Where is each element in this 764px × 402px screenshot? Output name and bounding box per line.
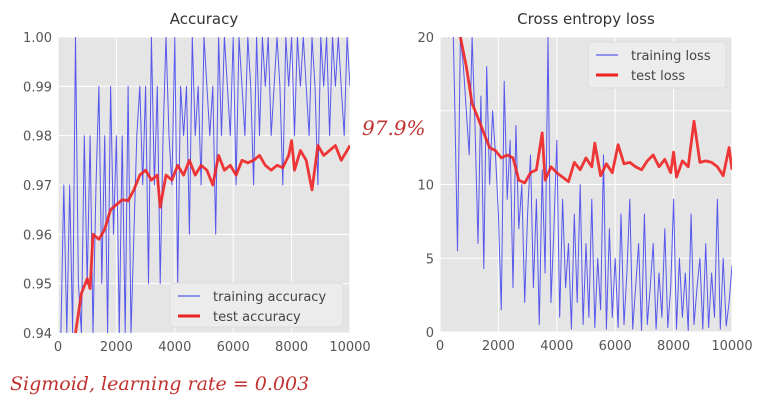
x-tick-label: 4000 xyxy=(158,340,191,355)
legend-label: training loss xyxy=(631,49,711,64)
x-tick-label: 8000 xyxy=(275,340,308,355)
legend-label: test loss xyxy=(631,69,685,84)
x-tick-label: 4000 xyxy=(540,339,573,354)
y-tick-label: 20 xyxy=(417,31,434,46)
y-tick-label: 0.97 xyxy=(23,179,52,194)
test-series-line xyxy=(459,37,732,185)
series-group xyxy=(448,37,732,331)
test-series-line xyxy=(74,139,350,333)
chart-title: Accuracy xyxy=(170,10,239,28)
y-tick-label: 0.96 xyxy=(23,228,52,243)
legend xyxy=(587,41,727,89)
y-tick-label: 1.00 xyxy=(23,31,52,46)
legend-label: test accuracy xyxy=(213,310,301,325)
x-tick-label: 6000 xyxy=(217,340,250,355)
y-tick-label: 0.98 xyxy=(23,130,52,145)
accuracy-chart: Accuracy 0 2000 4000 6000 8000 10000 0.94 0.95 0.… xyxy=(23,10,371,355)
x-tick-label: 2000 xyxy=(482,339,515,354)
training-series-line xyxy=(60,37,350,333)
y-tick-label: 10 xyxy=(417,179,434,194)
x-tick-label: 6000 xyxy=(599,339,632,354)
x-tick-label: 10000 xyxy=(711,339,752,354)
x-tick-label: 8000 xyxy=(657,339,690,354)
x-tick-label: 0 xyxy=(54,340,62,355)
y-tick-label: 0.94 xyxy=(23,327,52,342)
legend xyxy=(169,282,344,328)
series-group xyxy=(60,37,350,333)
loss-chart: Cross entropy loss 0 2000 4000 6000 8000 10000… xyxy=(417,10,752,354)
y-tick-label: 5 xyxy=(426,252,434,267)
caption-annotation: Sigmoid, learning rate = 0.003 xyxy=(10,373,309,395)
y-tick-label: 0.99 xyxy=(23,80,52,95)
y-tick-label: 0.95 xyxy=(23,278,52,293)
y-tick-label: 0 xyxy=(426,326,434,341)
chart-title: Cross entropy loss xyxy=(517,10,655,28)
x-tick-label: 10000 xyxy=(329,340,370,355)
x-tick-label: 0 xyxy=(436,339,444,354)
x-tick-label: 2000 xyxy=(100,340,133,355)
final-accuracy-annotation: 97.9% xyxy=(362,116,426,140)
legend-label: training accuracy xyxy=(213,290,326,305)
